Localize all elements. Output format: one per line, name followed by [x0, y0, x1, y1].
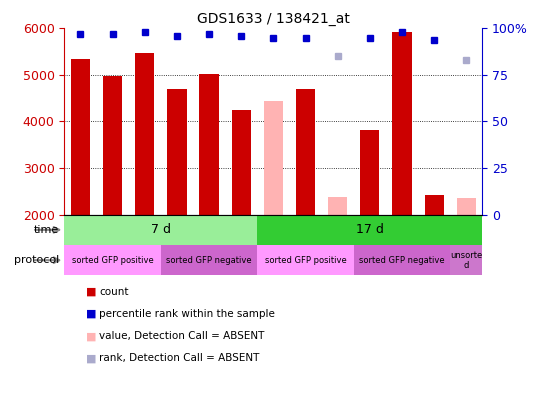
- Bar: [296, 89, 315, 215]
- Text: value, Detection Call = ABSENT: value, Detection Call = ABSENT: [99, 331, 265, 341]
- Text: GSM43211: GSM43211: [140, 217, 149, 266]
- Text: sorted GFP negative: sorted GFP negative: [166, 256, 252, 265]
- Text: ■: ■: [86, 309, 96, 319]
- Text: sorted GFP positive: sorted GFP positive: [72, 256, 153, 265]
- Bar: [161, 215, 193, 267]
- Text: time: time: [34, 225, 59, 235]
- Text: GSM43208: GSM43208: [237, 217, 245, 266]
- Text: protocol: protocol: [14, 255, 59, 265]
- Bar: [322, 215, 354, 267]
- Bar: [193, 215, 225, 267]
- Bar: [450, 245, 482, 275]
- Bar: [386, 215, 418, 267]
- Text: sorted GFP positive: sorted GFP positive: [265, 256, 346, 265]
- Text: GSM43224: GSM43224: [430, 217, 438, 266]
- Text: sorted GFP negative: sorted GFP negative: [359, 256, 445, 265]
- Text: GSM43190: GSM43190: [76, 217, 85, 266]
- Bar: [264, 102, 283, 215]
- Text: GSM43197: GSM43197: [269, 217, 278, 266]
- Bar: [64, 215, 96, 267]
- Text: unsorte
d: unsorte d: [450, 251, 482, 270]
- Text: GSM43218: GSM43218: [301, 217, 310, 266]
- Text: ■: ■: [86, 331, 96, 341]
- Text: ■: ■: [86, 354, 96, 363]
- Bar: [425, 195, 444, 215]
- Text: rank, Detection Call = ABSENT: rank, Detection Call = ABSENT: [99, 354, 259, 363]
- Title: GDS1633 / 138421_at: GDS1633 / 138421_at: [197, 12, 350, 26]
- Text: GSM43194: GSM43194: [366, 217, 374, 266]
- Bar: [289, 215, 322, 267]
- Bar: [354, 215, 386, 267]
- Bar: [71, 59, 90, 215]
- Text: 7 d: 7 d: [151, 223, 171, 237]
- Bar: [103, 76, 122, 215]
- Text: ■: ■: [86, 287, 96, 296]
- Bar: [257, 215, 482, 245]
- Bar: [450, 215, 482, 267]
- Text: GSM43227: GSM43227: [333, 217, 342, 266]
- Bar: [360, 130, 379, 215]
- Text: GSM43187: GSM43187: [173, 217, 181, 266]
- Text: percentile rank within the sample: percentile rank within the sample: [99, 309, 275, 319]
- Bar: [257, 215, 289, 267]
- Bar: [457, 198, 476, 215]
- Bar: [129, 215, 161, 267]
- Bar: [225, 215, 257, 267]
- Text: count: count: [99, 287, 129, 296]
- Bar: [199, 75, 219, 215]
- Bar: [64, 245, 161, 275]
- Bar: [392, 32, 412, 215]
- Bar: [418, 215, 450, 267]
- Bar: [232, 110, 251, 215]
- Bar: [96, 215, 129, 267]
- Text: GSM43201: GSM43201: [205, 217, 213, 266]
- Bar: [161, 245, 257, 275]
- Bar: [328, 197, 347, 215]
- Text: 17 d: 17 d: [356, 223, 384, 237]
- Bar: [354, 245, 450, 275]
- Bar: [64, 215, 257, 245]
- Bar: [167, 89, 187, 215]
- Bar: [257, 245, 354, 275]
- Text: GSM43204: GSM43204: [108, 217, 117, 266]
- Text: GSM43215: GSM43215: [398, 217, 406, 266]
- Text: GSM43221: GSM43221: [462, 217, 471, 266]
- Bar: [135, 53, 154, 215]
